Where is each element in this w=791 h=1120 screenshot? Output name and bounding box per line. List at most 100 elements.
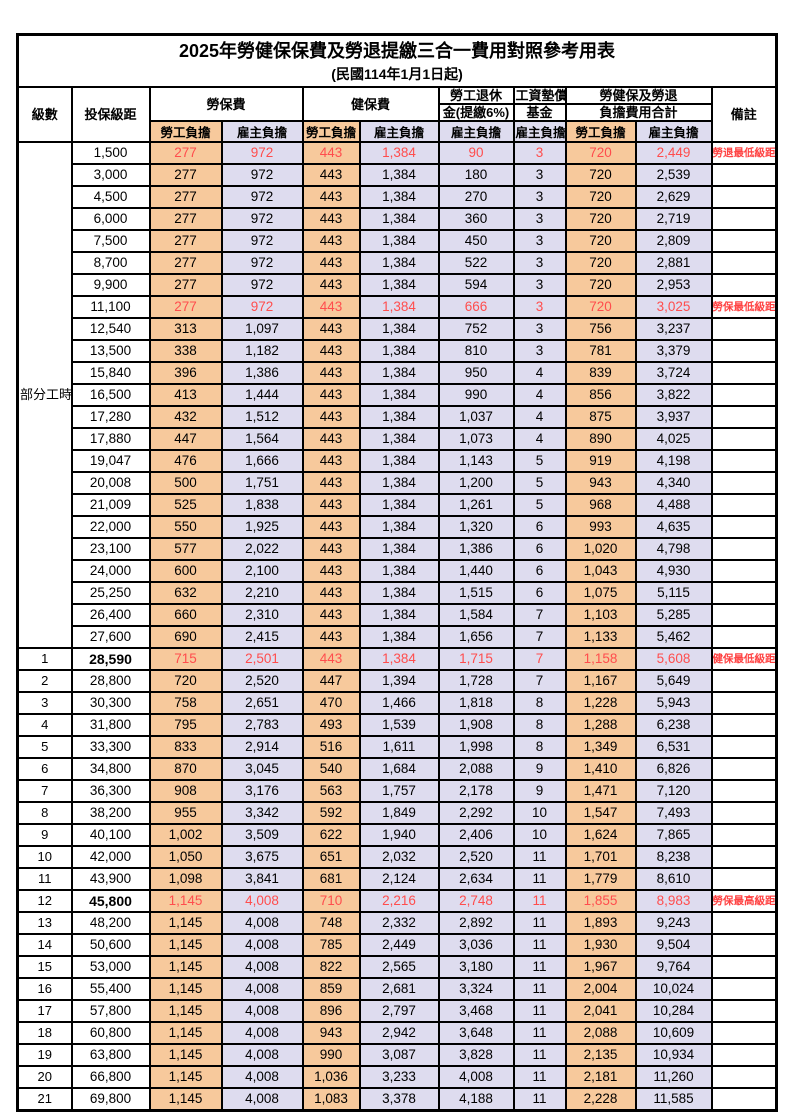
level-cell: 8 [16, 801, 73, 825]
health-fee-employer-cell: 1,384 [358, 405, 440, 429]
bracket-cell: 40,100 [70, 823, 151, 847]
note-cell [710, 603, 778, 627]
wage-fund-employer-cell: 5 [512, 471, 567, 495]
table-row: 16,500 413 1,444 443 1,384 990 4 856 3,822 [18, 383, 778, 407]
wage-fund-employer-cell: 8 [512, 713, 567, 737]
note-cell [710, 1065, 778, 1089]
total-employer-cell: 6,238 [634, 713, 713, 737]
wage-fund-employer-cell: 3 [512, 273, 567, 297]
labor-fee-employer-cell: 972 [220, 185, 304, 209]
level-cell: 11 [16, 867, 73, 891]
labor-fee-employer-cell: 1,386 [220, 361, 304, 385]
subheader-labor-employee: 勞工負擔 [148, 120, 223, 143]
pension-employer-cell: 270 [437, 185, 515, 209]
wage-fund-employer-cell: 11 [512, 977, 567, 1001]
total-employer-cell: 4,198 [634, 449, 713, 473]
bracket-cell: 28,590 [70, 647, 151, 671]
health-fee-employer-cell: 1,384 [358, 273, 440, 297]
pension-employer-cell: 3,468 [437, 999, 515, 1023]
bracket-cell: 19,047 [70, 449, 151, 473]
bracket-cell: 17,280 [70, 405, 151, 429]
total-employee-cell: 2,004 [564, 977, 637, 1001]
table-row: 21,009 525 1,838 443 1,384 1,261 5 968 4,488 [18, 493, 778, 517]
note-cell: 健保最低級距 [710, 647, 778, 671]
total-employee-cell: 2,135 [564, 1043, 637, 1067]
total-employer-cell: 4,798 [634, 537, 713, 561]
labor-fee-employee-cell: 908 [148, 779, 223, 803]
col-header-bracket: 投保級距 [70, 86, 151, 143]
wage-fund-employer-cell: 8 [512, 691, 567, 715]
note-cell [710, 933, 778, 957]
total-employee-cell: 720 [564, 229, 637, 253]
pension-employer-cell: 360 [437, 207, 515, 231]
health-fee-employee-cell: 443 [301, 383, 361, 407]
bracket-cell: 17,880 [70, 427, 151, 451]
col-header-notes: 備註 [710, 86, 778, 143]
table-row: 26,400 660 2,310 443 1,384 1,584 7 1,103 5,285 [18, 603, 778, 627]
labor-fee-employee-cell: 1,145 [148, 1087, 223, 1112]
bracket-cell: 20,008 [70, 471, 151, 495]
total-employee-cell: 1,967 [564, 955, 637, 979]
note-cell [710, 537, 778, 561]
table-row: 19,047 476 1,666 443 1,384 1,143 5 919 4,198 [18, 449, 778, 473]
table-row: 14 50,600 1,145 4,008 785 2,449 3,036 11 1,930 9,… [16, 933, 778, 957]
labor-fee-employer-cell: 972 [220, 141, 304, 165]
level-cell: 6 [16, 757, 73, 781]
bracket-cell: 25,250 [70, 581, 151, 605]
pension-employer-cell: 1,715 [437, 647, 515, 671]
labor-fee-employee-cell: 1,002 [148, 823, 223, 847]
pension-employer-cell: 2,634 [437, 867, 515, 891]
wage-fund-employer-cell: 11 [512, 889, 567, 913]
total-employer-cell: 5,649 [634, 669, 713, 693]
labor-fee-employer-cell: 4,008 [220, 1021, 304, 1045]
table-row: 17 57,800 1,145 4,008 896 2,797 3,468 11 2,041 10… [16, 999, 778, 1023]
labor-fee-employer-cell: 2,210 [220, 581, 304, 605]
total-employer-cell: 6,826 [634, 757, 713, 781]
header-row-group-1: 級數 投保級距 勞保費 健保費 勞工退休 工資墊償 勞健保及勞退 備註 [16, 86, 778, 143]
pension-employer-cell: 990 [437, 383, 515, 407]
labor-fee-employee-cell: 660 [148, 603, 223, 627]
total-employer-cell: 11,585 [634, 1087, 713, 1112]
note-cell [710, 273, 778, 297]
labor-fee-employee-cell: 277 [148, 251, 223, 275]
total-employer-cell: 2,719 [634, 207, 713, 231]
health-fee-employee-cell: 622 [301, 823, 361, 847]
level-cell: 20 [16, 1065, 73, 1089]
note-cell [710, 801, 778, 825]
total-employee-cell: 756 [564, 317, 637, 341]
labor-fee-employer-cell: 3,509 [220, 823, 304, 847]
total-employee-cell: 1,893 [564, 911, 637, 935]
total-employer-cell: 8,238 [634, 845, 713, 869]
wage-fund-employer-cell: 4 [512, 361, 567, 385]
total-employer-cell: 4,025 [634, 427, 713, 451]
level-cell: 12 [16, 889, 73, 913]
pension-employer-cell: 1,386 [437, 537, 515, 561]
health-fee-employer-cell: 1,684 [358, 757, 440, 781]
table-row: 3 30,300 758 2,651 470 1,466 1,818 8 1,228 5,943 [16, 691, 778, 715]
col-header-pension-line1: 勞工退休 [437, 86, 515, 105]
table-row: 2 28,800 720 2,520 447 1,394 1,728 7 1,167 5,649 [16, 669, 778, 693]
pension-employer-cell: 4,008 [437, 1065, 515, 1089]
pension-employer-cell: 3,180 [437, 955, 515, 979]
bracket-cell: 33,300 [70, 735, 151, 759]
level-cell: 1 [16, 647, 73, 671]
pension-employer-cell: 1,261 [437, 493, 515, 517]
total-employer-cell: 3,937 [634, 405, 713, 429]
labor-fee-employer-cell: 4,008 [220, 999, 304, 1023]
health-fee-employee-cell: 443 [301, 251, 361, 275]
total-employer-cell: 2,629 [634, 185, 713, 209]
pension-employer-cell: 1,200 [437, 471, 515, 495]
labor-fee-employer-cell: 3,176 [220, 779, 304, 803]
pension-employer-cell: 450 [437, 229, 515, 253]
table-row: 9 40,100 1,002 3,509 622 1,940 2,406 10 1,624 7,8… [16, 823, 778, 847]
health-fee-employee-cell: 990 [301, 1043, 361, 1067]
health-fee-employer-cell: 1,384 [358, 581, 440, 605]
wage-fund-employer-cell: 5 [512, 493, 567, 517]
labor-fee-employee-cell: 313 [148, 317, 223, 341]
wage-fund-employer-cell: 6 [512, 515, 567, 539]
labor-fee-employee-cell: 277 [148, 141, 223, 165]
total-employee-cell: 1,855 [564, 889, 637, 913]
table-row: 8 38,200 955 3,342 592 1,849 2,292 10 1,547 7,493 [16, 801, 778, 825]
bracket-cell: 13,500 [70, 339, 151, 363]
labor-fee-employee-cell: 476 [148, 449, 223, 473]
